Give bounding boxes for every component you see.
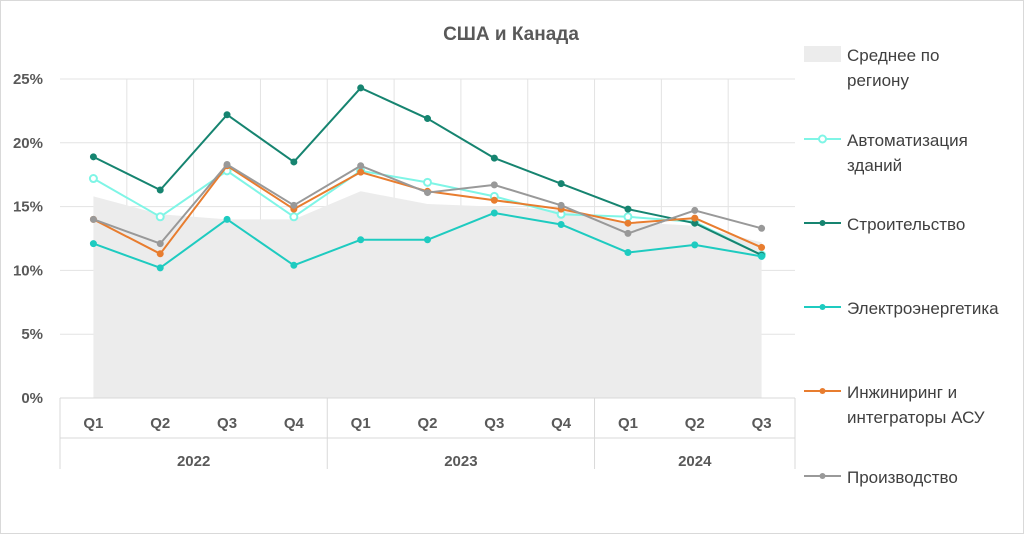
y-tick-label: 10%: [13, 262, 43, 279]
data-point: [557, 220, 565, 228]
y-tick-label: 0%: [21, 390, 43, 407]
legend-label: Инжиниринг и: [847, 383, 957, 402]
legend-label: Среднее по: [847, 46, 939, 65]
data-point: [490, 154, 498, 162]
x-tick-label: Q3: [217, 415, 237, 432]
data-point: [624, 229, 632, 237]
year-label: 2022: [177, 453, 210, 470]
data-point: [289, 212, 299, 222]
data-point: [490, 196, 498, 204]
data-point: [424, 236, 431, 244]
legend-swatch-area: [804, 46, 841, 62]
x-tick-label: Q2: [417, 415, 437, 432]
data-point: [357, 84, 365, 92]
data-point: [357, 236, 365, 244]
data-point: [89, 153, 97, 161]
legend-label: региону: [847, 71, 909, 90]
legend-label: Строительство: [847, 215, 965, 234]
data-point: [156, 264, 164, 272]
legend-swatch-marker: [819, 304, 826, 310]
data-point: [156, 250, 164, 258]
legend-label: Производство: [847, 468, 958, 487]
data-point: [758, 224, 766, 232]
year-label: 2023: [444, 453, 477, 470]
data-point: [223, 111, 231, 119]
data-point: [290, 158, 298, 166]
legend-label: Автоматизация: [847, 131, 968, 150]
y-tick-label: 15%: [13, 199, 43, 216]
data-point: [290, 201, 298, 209]
data-point: [424, 189, 431, 197]
legend-label: Электроэнергетика: [847, 299, 999, 318]
x-tick-label: Q1: [83, 415, 103, 432]
data-point: [557, 201, 565, 209]
data-point: [88, 174, 98, 184]
data-point: [89, 215, 97, 223]
data-point: [557, 180, 565, 188]
x-tick-label: Q1: [351, 415, 371, 432]
data-point: [758, 252, 766, 260]
data-point: [89, 240, 97, 248]
data-point: [691, 241, 699, 249]
legend: Среднее по региону Автоматизация зданий Стро…: [804, 46, 999, 487]
data-point: [423, 177, 432, 187]
data-point: [623, 212, 633, 222]
data-point: [624, 205, 632, 213]
x-tick-label: Q3: [484, 415, 504, 432]
x-tick-label: Q4: [284, 415, 305, 432]
data-point: [290, 261, 298, 269]
legend-label: интеграторы АСУ: [847, 408, 985, 427]
data-point: [223, 215, 231, 223]
legend-swatch-marker: [819, 388, 826, 394]
x-tick-label: Q3: [752, 415, 772, 432]
y-tick-label: 25%: [13, 71, 43, 88]
data-point: [624, 249, 632, 257]
data-point: [424, 115, 431, 123]
data-point: [155, 212, 165, 222]
legend-swatch-marker: [819, 220, 826, 226]
data-point: [691, 206, 699, 214]
y-tick-label: 5%: [21, 326, 43, 343]
data-point: [156, 240, 164, 248]
x-tick-label: Q1: [618, 415, 638, 432]
data-point: [490, 209, 498, 217]
data-point: [223, 160, 231, 168]
series-lines: [88, 84, 767, 272]
y-tick-label: 20%: [13, 135, 43, 152]
data-point: [156, 186, 164, 194]
data-point: [357, 168, 365, 176]
data-point: [624, 219, 632, 227]
chart-title: США и Канада: [443, 24, 579, 45]
axes: 0% 5% 10% 15% 20% 25% Q1 Q2 Q3 Q4 Q1 Q2 Q3 Q4 Q1 Q2 Q3 20…: [13, 71, 796, 470]
data-point: [691, 214, 699, 222]
legend-label: зданий: [847, 156, 902, 175]
data-point: [490, 181, 498, 189]
x-tick-label: Q2: [685, 415, 705, 432]
x-tick-label: Q4: [551, 415, 572, 432]
legend-swatch-marker: [818, 134, 827, 144]
x-tick-label: Q2: [150, 415, 170, 432]
year-label: 2024: [678, 453, 712, 470]
data-point: [758, 243, 766, 251]
legend-swatch-marker: [819, 473, 826, 479]
data-point: [357, 162, 365, 170]
